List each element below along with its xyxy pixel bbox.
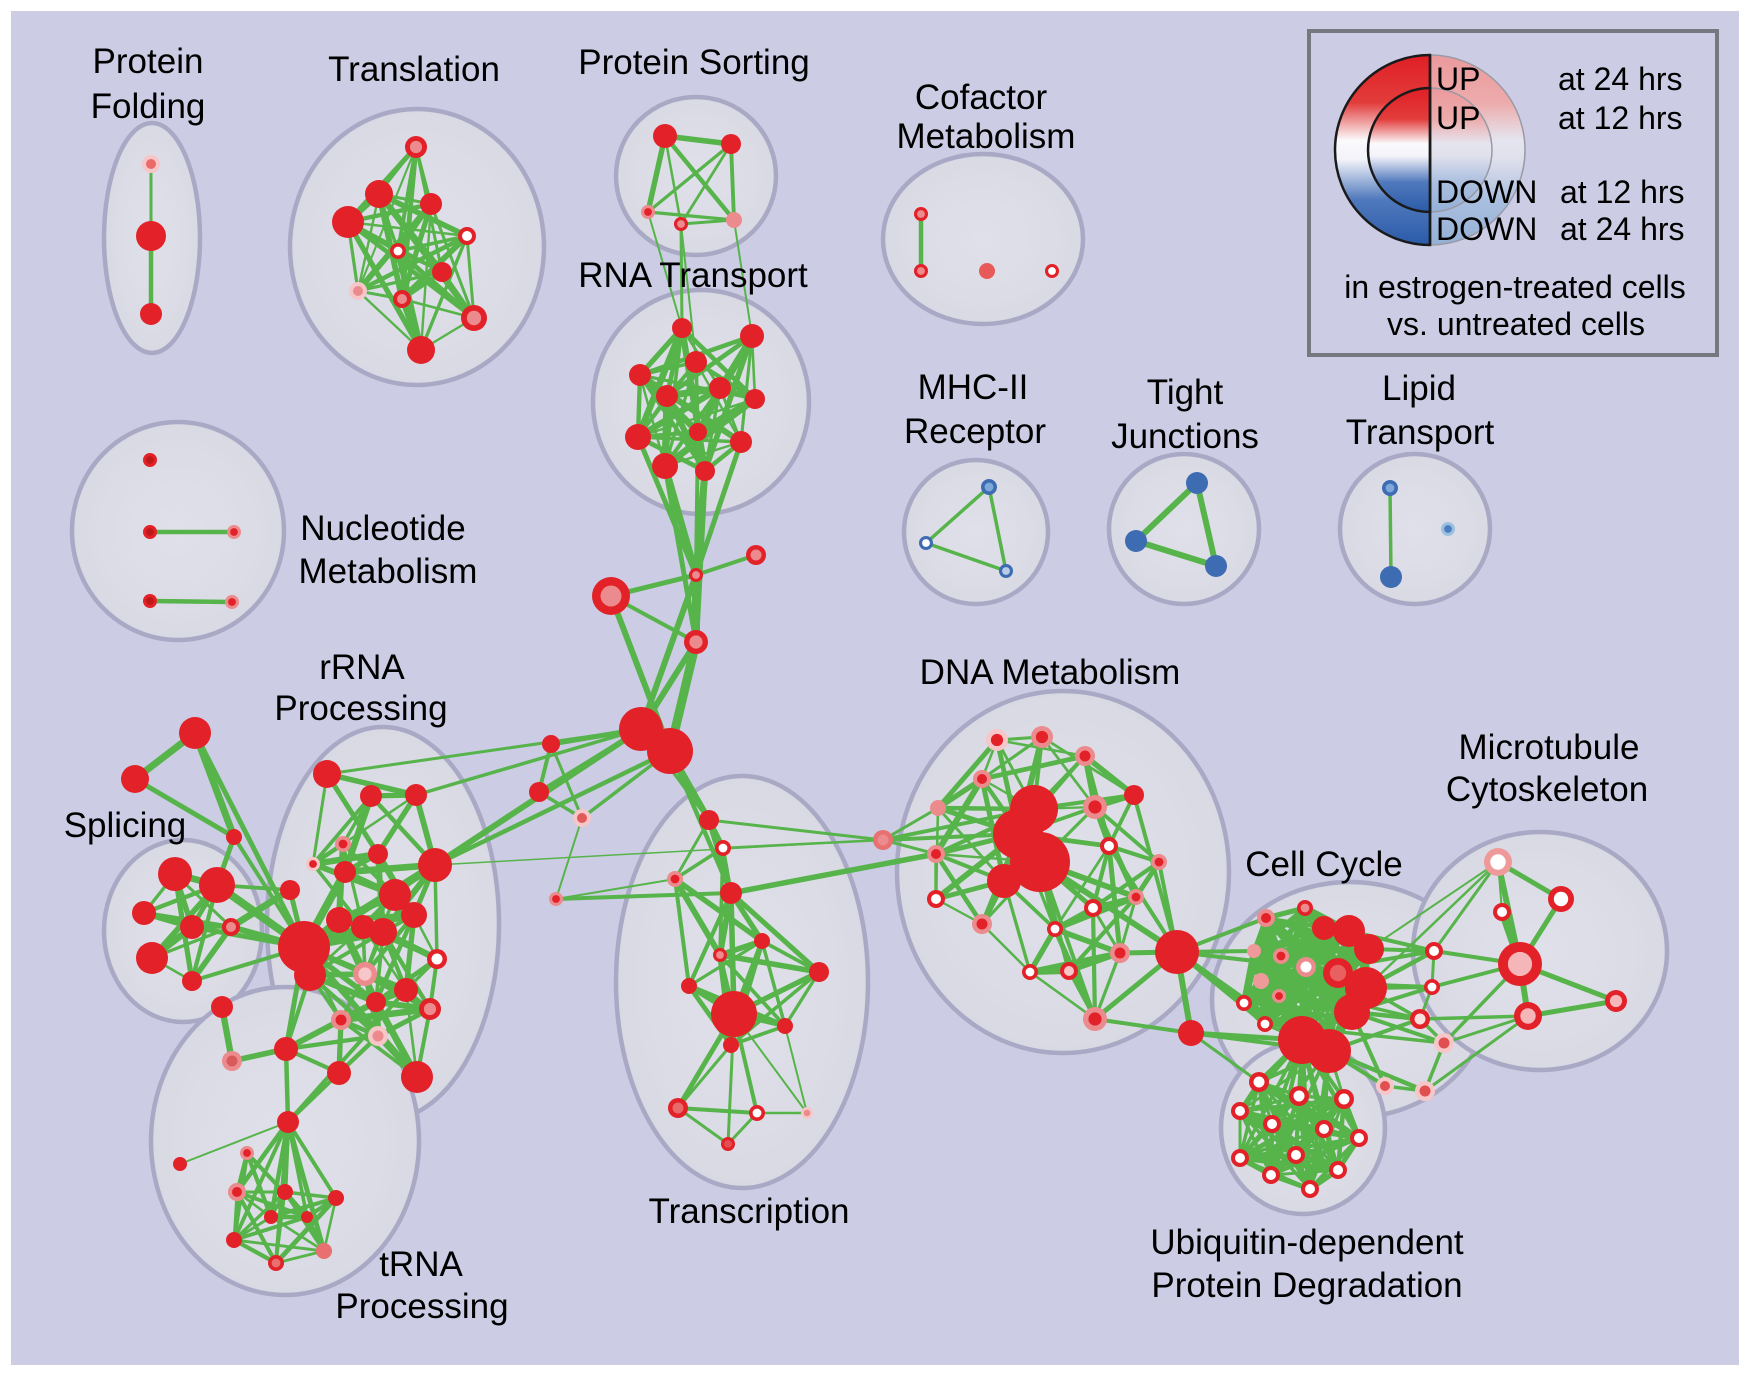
svg-text:Translation: Translation [328, 50, 500, 89]
svg-text:UP: UP [1436, 100, 1480, 136]
svg-text:Protein Sorting: Protein Sorting [578, 43, 810, 82]
svg-text:Junctions: Junctions [1111, 417, 1259, 456]
svg-text:vs. untreated cells: vs. untreated cells [1387, 306, 1645, 342]
svg-text:tRNA: tRNA [379, 1245, 463, 1284]
svg-text:in estrogen-treated cells: in estrogen-treated cells [1344, 269, 1686, 305]
svg-text:Cofactor: Cofactor [915, 78, 1048, 117]
svg-text:Folding: Folding [91, 87, 206, 126]
svg-text:at 24 hrs: at 24 hrs [1560, 211, 1685, 247]
svg-text:DNA Metabolism: DNA Metabolism [920, 653, 1181, 692]
svg-text:Processing: Processing [335, 1287, 508, 1326]
svg-text:RNA Transport: RNA Transport [578, 256, 808, 295]
svg-text:Transport: Transport [1346, 413, 1495, 452]
svg-text:at 24 hrs: at 24 hrs [1558, 61, 1683, 97]
svg-text:Processing: Processing [274, 689, 447, 728]
svg-text:DOWN: DOWN [1436, 211, 1537, 247]
svg-text:DOWN: DOWN [1436, 174, 1537, 210]
svg-text:Metabolism: Metabolism [897, 117, 1076, 156]
svg-text:Ubiquitin-dependent: Ubiquitin-dependent [1150, 1223, 1464, 1262]
svg-text:Transcription: Transcription [649, 1192, 850, 1231]
svg-text:Microtubule: Microtubule [1459, 728, 1640, 767]
svg-text:Splicing: Splicing [64, 806, 187, 845]
svg-text:Nucleotide: Nucleotide [300, 509, 465, 548]
svg-text:Cell Cycle: Cell Cycle [1245, 845, 1403, 884]
svg-text:Protein Degradation: Protein Degradation [1151, 1266, 1462, 1305]
svg-text:Lipid: Lipid [1382, 369, 1456, 408]
svg-text:UP: UP [1436, 61, 1480, 97]
svg-text:MHC-II: MHC-II [918, 368, 1029, 407]
svg-text:at 12 hrs: at 12 hrs [1560, 174, 1685, 210]
svg-text:Tight: Tight [1147, 373, 1224, 412]
svg-text:Cytoskeleton: Cytoskeleton [1446, 770, 1648, 809]
svg-text:Receptor: Receptor [904, 412, 1046, 451]
svg-text:at 12 hrs: at 12 hrs [1558, 100, 1683, 136]
svg-text:rRNA: rRNA [319, 648, 405, 687]
svg-text:Protein: Protein [93, 42, 204, 81]
svg-text:Metabolism: Metabolism [299, 552, 478, 591]
